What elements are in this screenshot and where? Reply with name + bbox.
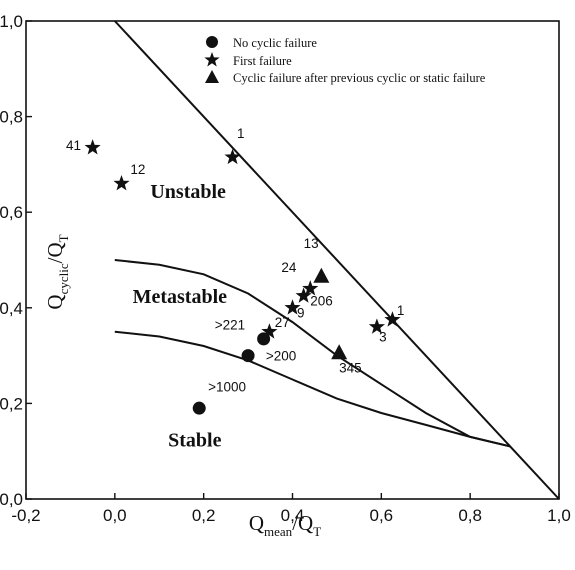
legend-circle-marker <box>206 36 218 48</box>
region-label-unstable: Unstable <box>150 181 226 203</box>
data-label: 24 <box>281 260 297 275</box>
boundary-line-3 <box>114 330 511 448</box>
x-tick-label: 0,0 <box>103 506 127 525</box>
legend-cyclic-failure-after: Cyclic failure after previous cyclic or … <box>233 71 486 85</box>
y-tick-label: 1,0 <box>0 12 23 31</box>
data-label: 345 <box>339 360 362 375</box>
point-no-cyclic-failure <box>241 349 255 363</box>
boundary-line-2 <box>114 259 511 448</box>
point-first-failure <box>224 148 241 165</box>
data-label: 12 <box>130 162 145 177</box>
axis-ticks: -0,2 0,0 0,2 0,4 0,6 0,8 1,00,00,20,40,60,81,0 <box>0 12 571 525</box>
point-cyclic-failure-after <box>331 344 348 360</box>
x-tick-label: 1,0 <box>547 506 571 525</box>
point-first-failure <box>84 139 101 155</box>
data-label: >1000 <box>208 379 246 394</box>
point-first-failure <box>384 311 401 327</box>
legend-triangle-marker <box>205 70 219 83</box>
x-tick-label: 0,2 <box>192 506 216 525</box>
point-no-cyclic-failure <box>192 401 206 415</box>
x-tick-label: 0,8 <box>458 506 482 525</box>
y-axis-title: Qcyclic/QT <box>43 234 71 309</box>
y-tick-label: 0,0 <box>0 490 23 509</box>
data-label: 9 <box>297 305 305 320</box>
data-label: 13 <box>304 236 319 251</box>
y-tick-label: 0,2 <box>0 394 23 413</box>
data-label: 27 <box>275 315 290 330</box>
point-first-failure <box>284 299 301 315</box>
region-labels: Unstable Metastable Stable <box>133 181 228 452</box>
data-label: 3 <box>379 329 387 344</box>
boundary-line-1 <box>114 20 560 500</box>
y-tick-label: 0,8 <box>0 108 23 127</box>
data-points <box>84 139 401 415</box>
point-first-failure <box>368 318 385 334</box>
boundary-lines <box>114 20 560 500</box>
data-label: 1 <box>237 126 245 141</box>
data-label: >221 <box>215 317 245 332</box>
data-label: 206 <box>310 293 333 308</box>
y-tick-label: 0,4 <box>0 299 23 318</box>
legend: No cyclic failure First failure Cyclic f… <box>204 36 486 85</box>
point-cyclic-failure-after <box>313 267 330 283</box>
region-label-metastable: Metastable <box>133 286 228 308</box>
point-first-failure <box>261 323 278 339</box>
y-tick-label: 0,6 <box>0 203 23 222</box>
legend-no-cyclic-failure: No cyclic failure <box>233 36 317 50</box>
data-label: >200 <box>266 348 296 363</box>
point-first-failure <box>295 287 312 303</box>
legend-first-failure: First failure <box>233 54 292 68</box>
x-tick-label: 0,6 <box>370 506 394 525</box>
data-label: 1 <box>397 303 405 318</box>
x-tick-label: -0,2 <box>11 506 40 525</box>
region-label-stable: Stable <box>168 429 221 451</box>
x-tick-label: 0,4 <box>281 506 305 525</box>
point-first-failure <box>113 175 130 191</box>
legend-star-marker <box>204 52 220 67</box>
point-first-failure <box>302 280 319 296</box>
x-axis-title: Qmean/QT <box>249 511 321 539</box>
data-label: 41 <box>66 138 81 153</box>
